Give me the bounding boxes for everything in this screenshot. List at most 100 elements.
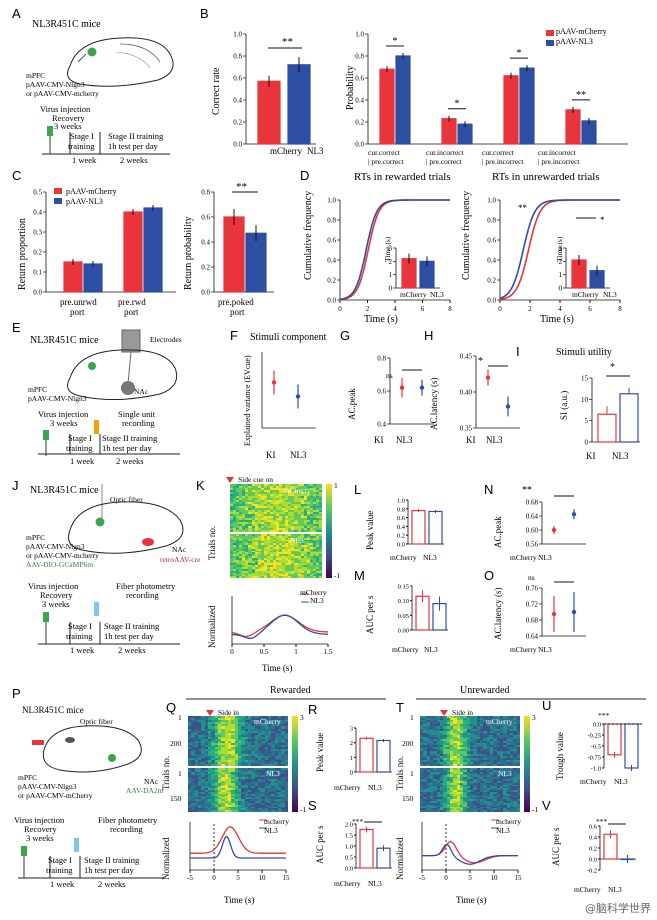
heat-cell [230, 520, 234, 523]
heat-cell [251, 741, 256, 744]
heat-cell [483, 768, 488, 771]
heat-cell [440, 722, 444, 725]
heat-cell [274, 722, 279, 725]
heat-cell [466, 743, 471, 746]
heat-cell [430, 743, 434, 746]
heat-cell [450, 757, 454, 761]
heat-cell [230, 552, 234, 555]
heat-cell [291, 556, 295, 559]
heat-cell [300, 496, 305, 499]
heat-cell [224, 793, 229, 797]
legend-swatch-nl3 [54, 198, 62, 204]
heat-cell [496, 718, 501, 721]
tick-label: -1.0 [591, 766, 601, 773]
heat-cell [238, 761, 242, 765]
heat-cell [233, 510, 237, 513]
heat-cell [266, 492, 271, 495]
heat-cell [470, 716, 474, 719]
heat-cell [303, 526, 308, 529]
heat-cell [258, 810, 262, 812]
heat-cell [236, 557, 240, 561]
heat-cell [309, 563, 314, 566]
heat-cell [315, 543, 320, 546]
heat-cell [244, 734, 249, 738]
heat-cell [264, 728, 269, 732]
heat-cell [230, 567, 234, 570]
heat-cell [500, 755, 504, 759]
heat-cell [266, 504, 271, 507]
heat-cell [282, 526, 286, 529]
heat-cell [248, 804, 252, 808]
heat-cell [274, 780, 279, 784]
heat-cell [460, 734, 464, 738]
heat-cell [254, 492, 259, 495]
heat-cell [233, 567, 237, 570]
heat-cell [251, 757, 256, 761]
panel-letter-b: B [200, 6, 209, 21]
heat-cell [201, 747, 206, 750]
heat-cell [266, 490, 271, 493]
heat-cell [506, 751, 511, 755]
heat-cell [450, 730, 454, 734]
heat-cell [188, 720, 192, 723]
heat-cell [242, 506, 246, 509]
heat-cell [238, 801, 242, 804]
heat-cell [266, 486, 271, 489]
heat-cell [430, 716, 434, 719]
heat-cell [450, 722, 454, 725]
heat-cell [233, 548, 237, 552]
heat-cell [239, 572, 243, 575]
heat-cell [228, 804, 232, 808]
tick-label: 1.5 [345, 833, 353, 840]
heat-cell [248, 541, 253, 544]
heat-cell [476, 718, 481, 721]
heat-cell [476, 751, 481, 755]
heat-cell [258, 769, 262, 773]
heat-cell [238, 782, 242, 786]
heat-cell [309, 559, 314, 563]
heat-cell [218, 730, 222, 734]
heat-cell [260, 539, 265, 542]
heat-cell [476, 743, 481, 746]
heat-cell [423, 745, 428, 748]
heat-cell [248, 768, 252, 771]
legend-swatch-mcherry [54, 188, 62, 194]
heat-cell [201, 769, 206, 773]
heat-cell [244, 801, 249, 804]
heat-cell [483, 736, 488, 740]
heat-cell [268, 743, 272, 746]
heat-cell [244, 793, 249, 797]
heat-cell [279, 488, 283, 491]
heat-cell [251, 565, 256, 568]
heat-cell [233, 524, 237, 527]
heat-cell [294, 488, 299, 491]
heat-cell [506, 763, 511, 766]
heat-cell [303, 530, 308, 532]
heat-cell [204, 745, 209, 748]
heat-cell [254, 749, 259, 752]
heat-cell [266, 535, 271, 539]
heat-cell [251, 528, 256, 531]
heat-cell [288, 546, 292, 550]
heat-cell [436, 716, 441, 719]
heat-cell [261, 769, 266, 773]
heat-cell [188, 804, 192, 808]
heat-cell [300, 565, 305, 568]
trace-nl3 [231, 614, 329, 640]
bar-mcherry-2 [503, 75, 519, 145]
heat-cell [426, 757, 431, 761]
heat-cell [456, 730, 461, 734]
heat-cell [279, 576, 283, 578]
heat-cell [231, 790, 236, 793]
heat-cell [297, 512, 302, 515]
heat-cell [221, 732, 226, 736]
heat-cell [269, 572, 274, 575]
heat-cell [473, 732, 478, 736]
cue-marker-icon [226, 477, 234, 483]
heat-cell [423, 720, 428, 723]
heat-cell [251, 769, 256, 773]
heat-cell [261, 804, 266, 808]
heat-cell [430, 734, 434, 738]
heat-cell [251, 543, 256, 546]
heat-cell [236, 488, 240, 491]
